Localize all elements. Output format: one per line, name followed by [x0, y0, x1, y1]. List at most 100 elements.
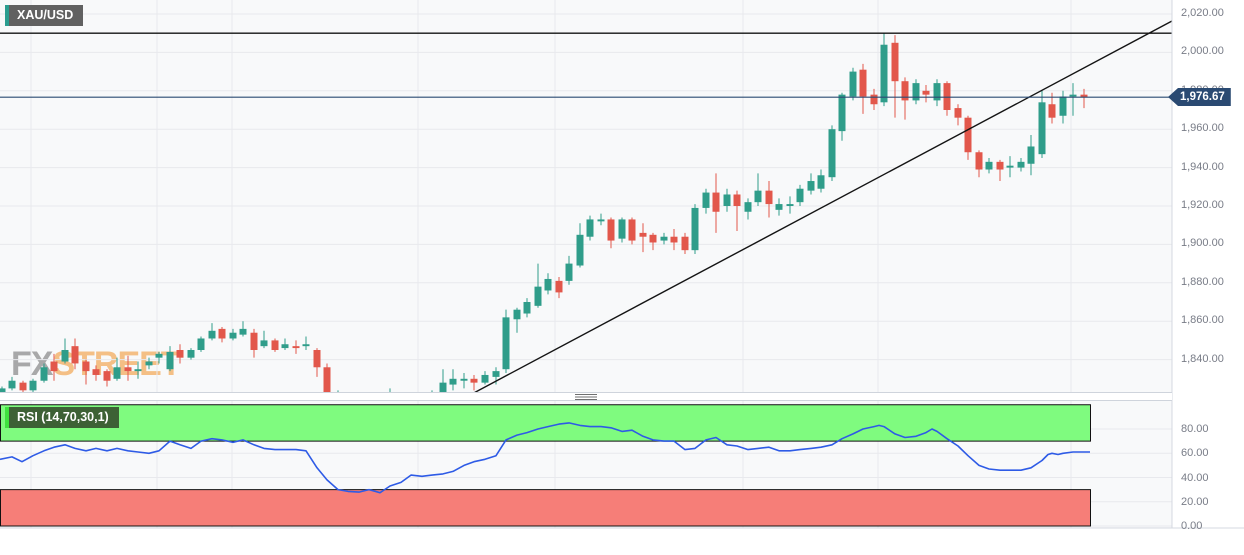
current-price-tag: 1,976.67 [1168, 88, 1231, 106]
candle-up [786, 204, 794, 206]
candle-up [880, 44, 888, 103]
rsi-axis-label: 40.00 [1181, 471, 1209, 484]
rsi-indicator-badge[interactable]: RSI (14,70,30,1) [5, 407, 119, 428]
candle-up [197, 338, 205, 350]
candle-down [964, 117, 972, 153]
candle-up [0, 388, 6, 392]
candle-down [50, 361, 58, 372]
candle-up [534, 286, 542, 306]
candle-down [82, 361, 90, 372]
candle-up [208, 330, 216, 339]
candle-down [218, 328, 226, 339]
candle-up [723, 194, 731, 206]
candle-up [155, 353, 163, 358]
candle-down [271, 340, 279, 350]
candle-up [565, 263, 573, 281]
candle-down [943, 83, 951, 110]
candle-up [513, 309, 521, 320]
price-axis-label: 1,940.00 [1181, 160, 1224, 173]
candle-up [145, 361, 153, 366]
candle-down [176, 350, 184, 358]
candle-down [975, 152, 983, 170]
candle-up [166, 351, 174, 370]
candle-down [901, 81, 909, 101]
candle-up [460, 378, 468, 381]
candle-down [470, 378, 478, 383]
candle-up [61, 350, 69, 362]
candle-up [775, 204, 783, 210]
candles-layer [0, 33, 1088, 392]
price-axis-label: 1,960.00 [1181, 122, 1224, 135]
rsi-overbought-band [0, 404, 1091, 442]
candle-down [323, 367, 331, 392]
price-axis[interactable]: 2,020.002,000.001,980.001,960.001,940.00… [1172, 0, 1244, 392]
candle-down [996, 161, 1004, 170]
candle-up [260, 340, 268, 347]
candle-down [870, 94, 878, 105]
candle-down [607, 219, 615, 241]
price-axis-label: 1,840.00 [1181, 352, 1224, 365]
candle-up [618, 219, 626, 239]
candle-up [1006, 165, 1014, 168]
candle-down [250, 332, 258, 350]
price-axis-label: 1,920.00 [1181, 199, 1224, 211]
candle-down [954, 108, 962, 118]
candle-up [849, 71, 857, 97]
rsi-line [0, 422, 1090, 494]
candle-up [1059, 96, 1067, 116]
rsi-axis-label: 60.00 [1181, 447, 1209, 460]
candle-down [859, 69, 867, 97]
candle-down [922, 90, 930, 95]
time-axis[interactable]: Mar36913162023 [0, 528, 1244, 555]
candle-down [628, 219, 636, 241]
candle-down [103, 371, 111, 381]
symbol-badge[interactable]: XAU/USD [5, 5, 84, 26]
candle-up [597, 219, 605, 222]
symbol-label: XAU/USD [17, 8, 74, 22]
candle-up [187, 350, 195, 358]
candle-up [576, 234, 584, 266]
candle-down [712, 192, 720, 212]
candle-up [40, 367, 48, 381]
rsi-oversold-band [0, 489, 1091, 527]
candle-up [113, 367, 121, 379]
candle-up [229, 332, 237, 339]
rsi-indicator-label: RSI (14,70,30,1) [17, 410, 109, 424]
candle-down [649, 234, 657, 243]
candle-up [796, 188, 804, 203]
candle-down [313, 350, 321, 368]
rsi-axis-label: 0.00 [1181, 520, 1203, 532]
candle-up [754, 190, 762, 203]
price-axis-label: 2,020.00 [1181, 7, 1224, 19]
candle-up [492, 371, 500, 377]
candle-down [92, 369, 100, 375]
candle-up [660, 236, 668, 241]
candle-up [134, 369, 142, 372]
candle-down [1080, 94, 1088, 98]
candle-up [439, 382, 447, 392]
price-axis-label: 1,860.00 [1181, 314, 1224, 327]
candle-down [292, 346, 300, 349]
price-axis-label: 1,900.00 [1181, 237, 1224, 250]
candle-up [544, 278, 552, 291]
candle-up [807, 181, 815, 191]
candle-down [1048, 104, 1056, 118]
rsi-axis[interactable]: 80.00 60.00 40.00 20.00 0.00 [1172, 401, 1244, 532]
pane-resize-handle-icon[interactable] [575, 394, 597, 400]
candle-up [912, 83, 920, 101]
candle-up [985, 161, 993, 170]
candle-down [124, 367, 132, 372]
candle-down [670, 236, 678, 243]
candle-up [828, 129, 836, 178]
candle-up [933, 83, 941, 101]
candle-up [481, 374, 489, 383]
trendline [469, 20, 1173, 396]
candle-up [1038, 102, 1046, 155]
candle-down [681, 236, 689, 251]
candle-up [449, 378, 457, 385]
pane-divider[interactable] [0, 392, 1172, 401]
candle-up [1069, 94, 1077, 97]
candle-up [281, 344, 289, 349]
